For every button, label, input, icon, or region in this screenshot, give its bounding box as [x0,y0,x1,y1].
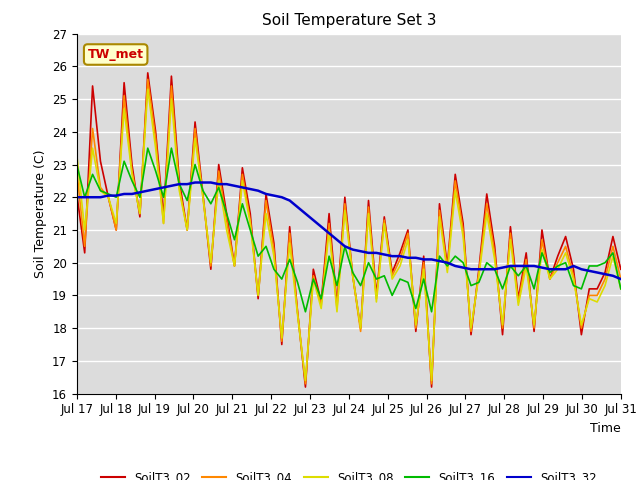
SoilT3_02 [73,191,81,197]
SoilT3_02 [388,270,396,276]
SoilT3_32 [246,186,254,192]
Line: SoilT3_16: SoilT3_16 [77,148,621,312]
SoilT3_32 [207,180,214,185]
Legend: SoilT3_02, SoilT3_04, SoilT3_08, SoilT3_16, SoilT3_32: SoilT3_02, SoilT3_04, SoilT3_08, SoilT3_… [96,466,602,480]
SoilT3_16 [617,286,625,292]
SoilT3_16 [73,162,81,168]
SoilT3_32 [546,266,554,272]
SoilT3_16 [207,201,214,207]
SoilT3_16 [152,168,159,174]
SoilT3_32 [617,276,625,282]
SoilT3_08 [73,152,81,157]
SoilT3_32 [191,180,199,185]
X-axis label: Time: Time [590,422,621,435]
SoilT3_04 [554,260,561,265]
SoilT3_02 [207,266,214,272]
SoilT3_04 [73,168,81,174]
SoilT3_32 [144,188,152,193]
SoilT3_04 [207,263,214,269]
SoilT3_02 [554,253,561,259]
SoilT3_02 [301,384,309,390]
SoilT3_04 [246,217,254,223]
Line: SoilT3_02: SoilT3_02 [77,73,621,387]
Line: SoilT3_04: SoilT3_04 [77,79,621,384]
SoilT3_02 [617,266,625,272]
Title: Soil Temperature Set 3: Soil Temperature Set 3 [262,13,436,28]
SoilT3_08 [152,145,159,151]
SoilT3_32 [538,264,546,270]
SoilT3_16 [317,296,325,301]
SoilT3_02 [152,129,159,135]
SoilT3_04 [388,273,396,279]
SoilT3_04 [144,76,152,82]
SoilT3_04 [317,302,325,308]
SoilT3_04 [617,276,625,282]
SoilT3_08 [554,266,561,272]
SoilT3_02 [246,211,254,216]
SoilT3_32 [380,252,388,257]
SoilT3_16 [301,309,309,315]
SoilT3_08 [317,306,325,312]
Line: SoilT3_32: SoilT3_32 [77,182,621,279]
SoilT3_04 [152,135,159,141]
SoilT3_16 [554,263,561,269]
SoilT3_08 [246,220,254,226]
SoilT3_02 [144,70,152,76]
Line: SoilT3_08: SoilT3_08 [77,89,621,381]
SoilT3_16 [388,292,396,298]
SoilT3_02 [317,299,325,305]
SoilT3_16 [144,145,152,151]
SoilT3_16 [246,227,254,233]
SoilT3_08 [207,260,214,265]
SoilT3_32 [73,194,81,200]
SoilT3_08 [388,276,396,282]
SoilT3_08 [144,86,152,92]
Text: TW_met: TW_met [88,48,144,61]
SoilT3_08 [617,286,625,292]
SoilT3_08 [301,378,309,384]
SoilT3_04 [301,381,309,387]
Y-axis label: Soil Temperature (C): Soil Temperature (C) [33,149,47,278]
